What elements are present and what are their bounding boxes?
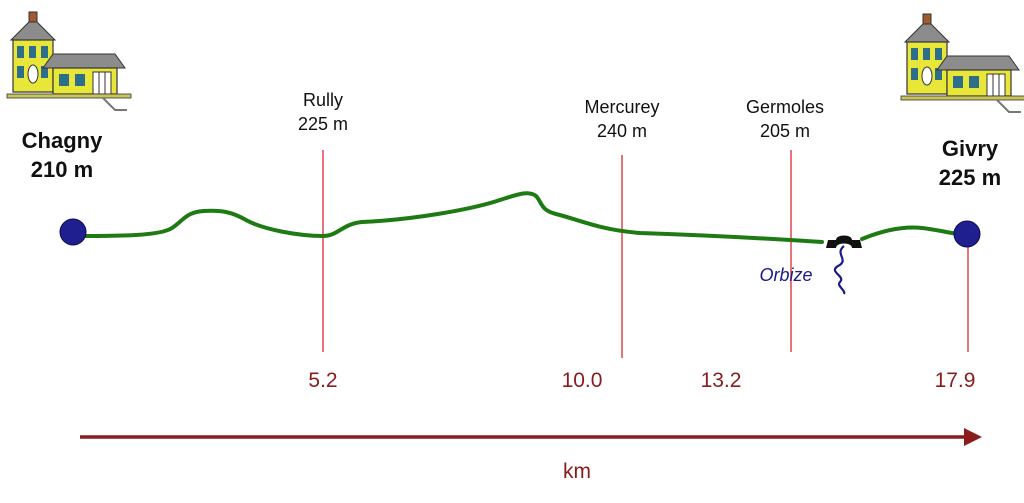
chagny-house-icon [6,11,132,111]
givry-endpoint-marker [953,220,981,248]
elevation-profile-line-west [71,191,824,244]
germoles-altitude: 205 m [759,121,811,141]
mercurey-km-label: 10.0 [561,369,603,392]
start-town-name: Chagny [21,128,103,153]
rully-km-label: 5.2 [308,369,338,392]
chagny-endpoint-marker [59,218,87,246]
mercurey-altitude: 240 m [596,121,648,141]
elevation-profile-line-east [860,225,970,241]
start-town-altitude: 210 m [30,157,94,182]
mercurey-name: Mercurey [584,97,660,117]
orbize-stream [833,245,846,295]
distance-axis-unit: km [563,460,591,483]
orbize-label: Orbize [759,265,813,285]
givry-km-label: 17.9 [934,369,976,392]
rully-altitude: 225 m [297,114,349,134]
germoles-label: Germoles 205 m [725,95,845,143]
germoles-km-label: 13.2 [700,369,742,392]
start-town-label: Chagny 210 m [10,126,114,184]
germoles-name: Germoles [745,97,825,117]
end-town-altitude: 225 m [938,165,1002,190]
bridge-icon [826,235,862,248]
givry-house-icon [900,13,1024,113]
rully-name: Rully [302,90,343,110]
distance-axis-arrowhead [964,428,982,446]
end-town-name: Givry [941,136,999,161]
mercurey-label: Mercurey 240 m [562,95,682,143]
end-town-label: Givry 225 m [918,134,1022,192]
rully-label: Rully 225 m [263,88,383,136]
